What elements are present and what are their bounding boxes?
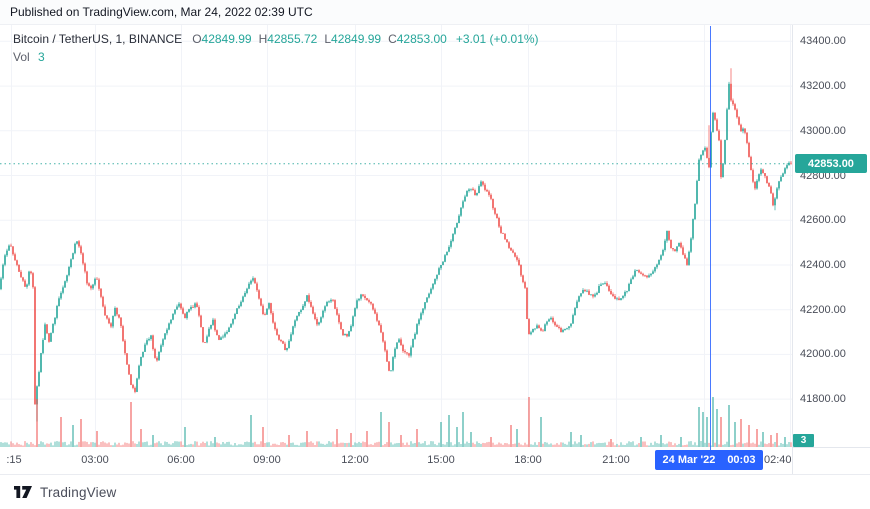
symbol-title[interactable]: Bitcoin / TetherUS, 1, BINANCE: [13, 32, 183, 46]
price-axis-label: 42200.00: [800, 304, 846, 316]
time-axis-label: 09:00: [253, 454, 281, 466]
time-axis-label: 21:00: [602, 454, 630, 466]
footer: TradingView: [0, 475, 870, 509]
open-label: O: [192, 32, 202, 46]
price-axis-label: 43000.00: [800, 125, 846, 137]
time-marker-line: [710, 26, 711, 450]
time-axis-label: 12:00: [341, 454, 369, 466]
time-axis-label: 15:00: [427, 454, 455, 466]
price-axis-label: 42000.00: [800, 348, 846, 360]
price-axis-label: 42800.00: [800, 170, 846, 182]
price-axis-label: 42400.00: [800, 259, 846, 271]
published-text: Published on TradingView.com, Mar 24, 20…: [10, 5, 313, 19]
price-axis-label: 41800.00: [800, 393, 846, 405]
change-value: +3.01 (+0.01%): [455, 32, 539, 46]
low-label: L: [324, 32, 332, 46]
close-value: 42853.00: [396, 32, 447, 46]
chart-legend[interactable]: Bitcoin / TetherUS, 1, BINANCE O42849.99 H…: [13, 31, 539, 66]
legend-ohlc-row: Bitcoin / TetherUS, 1, BINANCE O42849.99 H…: [13, 31, 539, 48]
tradingview-brand-link[interactable]: TradingView: [12, 484, 117, 500]
open-value: 42849.99: [201, 32, 252, 46]
chart-plot-area[interactable]: [0, 25, 792, 447]
time-axis-label: 06:00: [167, 454, 195, 466]
last-price-badge: 42853.00: [795, 154, 867, 173]
time-axis-label: :15: [6, 454, 22, 466]
time-axis-label: 18:00: [514, 454, 542, 466]
marker-date: 24 Mar '22: [662, 454, 716, 466]
high-value: 42855.72: [267, 32, 318, 46]
time-axis[interactable]: 24 Mar '22 00:03 02:40 :15 03:00 06:00 09:0…: [0, 447, 792, 475]
volume-label: Vol: [13, 50, 30, 64]
time-axis-label: 03:00: [81, 454, 109, 466]
price-axis-label: 43200.00: [800, 80, 846, 92]
volume-value: 3: [38, 50, 45, 64]
price-axis-label: 43400.00: [800, 35, 846, 47]
axis-corner-divider: [792, 447, 870, 448]
price-axis-label: 42600.00: [800, 214, 846, 226]
published-bar: Published on TradingView.com, Mar 24, 20…: [0, 0, 870, 25]
volume-axis-badge: 3: [793, 434, 814, 447]
tradingview-brand-text: TradingView: [40, 484, 117, 500]
low-value: 42849.99: [331, 32, 382, 46]
candlestick-chart: [0, 25, 792, 447]
close-label: C: [388, 32, 397, 46]
marker-time: 00:03: [727, 454, 756, 466]
high-label: H: [258, 32, 268, 46]
bottom-divider: [0, 474, 870, 475]
time-tick-partial: 02:40: [764, 454, 792, 466]
last-price-value: 42853.00: [808, 157, 854, 170]
price-axis[interactable]: 42853.00 3 43400.00 43200.00 43000.00 42800…: [792, 25, 870, 475]
tradingview-logo-icon: [14, 486, 32, 498]
legend-volume-row: Vol 3: [13, 49, 539, 66]
time-marker-badge: 24 Mar '22 00:03: [655, 450, 763, 470]
volume-axis-value: 3: [800, 435, 807, 446]
